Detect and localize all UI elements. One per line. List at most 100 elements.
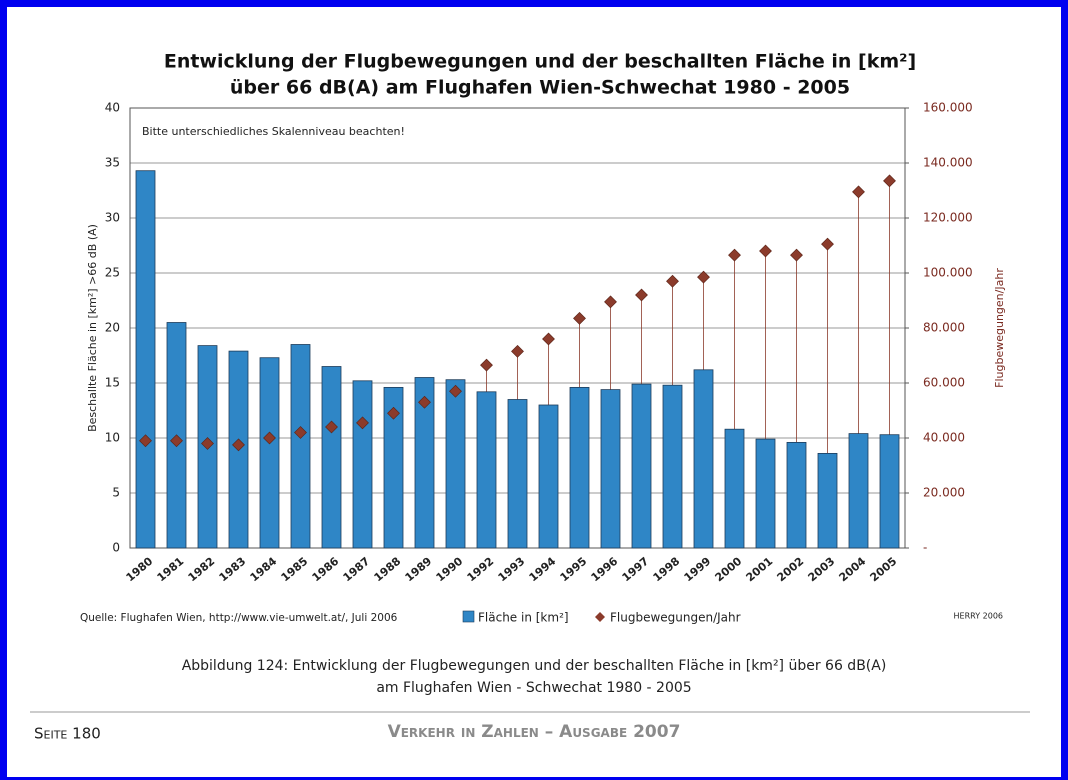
y2-tick-label: 160.000 <box>923 101 973 115</box>
bar <box>445 379 466 549</box>
point <box>387 406 400 420</box>
bar <box>321 366 342 549</box>
x-tick-label: 1984 <box>248 554 280 584</box>
x-tick-label: 1999 <box>682 555 714 585</box>
y-axis-label: Beschallte Fläche in [km²] >66 dB (A) <box>86 224 99 432</box>
page-number: Seite 180 <box>34 725 101 743</box>
bar <box>848 433 869 549</box>
bar <box>290 344 311 549</box>
y-tick-label: 20 <box>105 321 120 335</box>
bar <box>352 380 373 549</box>
x-tick-label: 1989 <box>403 555 435 585</box>
point <box>573 311 586 325</box>
publication: Verkehr in Zahlen – Ausgabe 2007 <box>388 722 681 742</box>
legend-label: Fläche in [km²] <box>478 611 569 625</box>
chart-title: über 66 dB(A) am Flughafen Wien-Schwecha… <box>230 77 850 99</box>
bar <box>693 369 714 549</box>
x-tick-label: 1983 <box>217 555 249 585</box>
y2-tick-label: 140.000 <box>923 156 973 170</box>
point <box>697 270 710 284</box>
x-tick-label: 1990 <box>434 554 466 584</box>
bar <box>817 452 838 549</box>
bar <box>724 428 745 549</box>
x-tick-label: 1995 <box>558 555 590 585</box>
chart-title: Entwicklung der Flugbewegungen und der b… <box>164 51 916 73</box>
x-tick-label: 1994 <box>527 554 559 584</box>
x-tick-label: 2004 <box>837 554 869 584</box>
y-tick-label: 25 <box>105 266 120 280</box>
y2-tick-label: 100.000 <box>923 266 973 280</box>
x-tick-label: 1981 <box>155 555 187 585</box>
y-tick-label: 5 <box>112 486 120 500</box>
x-tick-label: 1985 <box>279 555 311 585</box>
y2-tick-label: 20.000 <box>923 486 965 500</box>
bar <box>476 391 497 549</box>
point <box>232 438 245 452</box>
x-tick-label: 1998 <box>651 555 683 585</box>
point <box>449 384 462 398</box>
y-tick-label: 35 <box>105 156 120 170</box>
bar <box>507 399 528 549</box>
y2-tick-label: 80.000 <box>923 321 965 335</box>
bar <box>631 383 652 549</box>
point <box>821 237 834 251</box>
x-tick-label: 1993 <box>496 555 528 585</box>
point <box>635 288 648 302</box>
bar <box>662 384 683 549</box>
x-tick-label: 1982 <box>186 555 218 585</box>
source: Quelle: Flughafen Wien, http://www.vie-u… <box>80 612 398 624</box>
point <box>480 358 493 372</box>
bar <box>135 170 156 549</box>
bar <box>259 357 280 549</box>
point <box>139 434 152 448</box>
x-tick-label: 2001 <box>744 555 776 585</box>
bar <box>383 386 404 549</box>
bar <box>538 404 559 549</box>
y2-tick-label: 40.000 <box>923 431 965 445</box>
bar <box>879 434 900 549</box>
x-tick-label: 2002 <box>775 555 807 585</box>
point <box>511 344 524 358</box>
y-tick-label: 10 <box>105 431 120 445</box>
x-tick-label: 1988 <box>372 555 404 585</box>
x-tick-label: 1986 <box>310 554 342 584</box>
bar <box>755 438 776 549</box>
point <box>263 431 276 445</box>
x-tick-label: 1992 <box>465 555 497 585</box>
point <box>666 274 679 288</box>
bar <box>786 441 807 549</box>
bar <box>600 389 621 549</box>
x-tick-label: 1997 <box>620 555 652 585</box>
point <box>294 426 307 439</box>
point <box>325 420 338 434</box>
bar <box>569 386 590 549</box>
point <box>728 248 741 262</box>
point <box>604 295 617 309</box>
y-tick-label: 40 <box>105 101 120 115</box>
bar <box>414 377 435 549</box>
y2-tick-label: 60.000 <box>923 376 965 390</box>
legend-label: Flugbewegungen/Jahr <box>610 611 741 625</box>
point <box>201 437 214 450</box>
x-tick-label: 2000 <box>713 554 745 584</box>
point <box>418 395 431 409</box>
point <box>356 416 369 430</box>
x-tick-label: 1980 <box>124 554 156 584</box>
x-tick-label: 2003 <box>806 555 838 585</box>
y2-axis-label: Flugbewegungen/Jahr <box>993 268 1006 388</box>
y2-tick-label: - <box>923 541 927 555</box>
caption: Abbildung 124: Entwicklung der Flugbeweg… <box>182 658 887 674</box>
y-tick-label: 30 <box>105 211 120 225</box>
legend-marker <box>462 610 475 623</box>
y-tick-label: 0 <box>112 541 120 555</box>
point <box>542 332 555 346</box>
legend-marker <box>595 612 605 622</box>
x-tick-label: 1996 <box>589 554 621 584</box>
point <box>759 244 772 258</box>
caption: am Flughafen Wien - Schwechat 1980 - 200… <box>376 680 691 696</box>
y2-tick-label: 120.000 <box>923 211 973 225</box>
point <box>883 174 896 188</box>
credit: HERRY 2006 <box>954 612 1003 621</box>
x-tick-label: 2005 <box>868 555 900 585</box>
